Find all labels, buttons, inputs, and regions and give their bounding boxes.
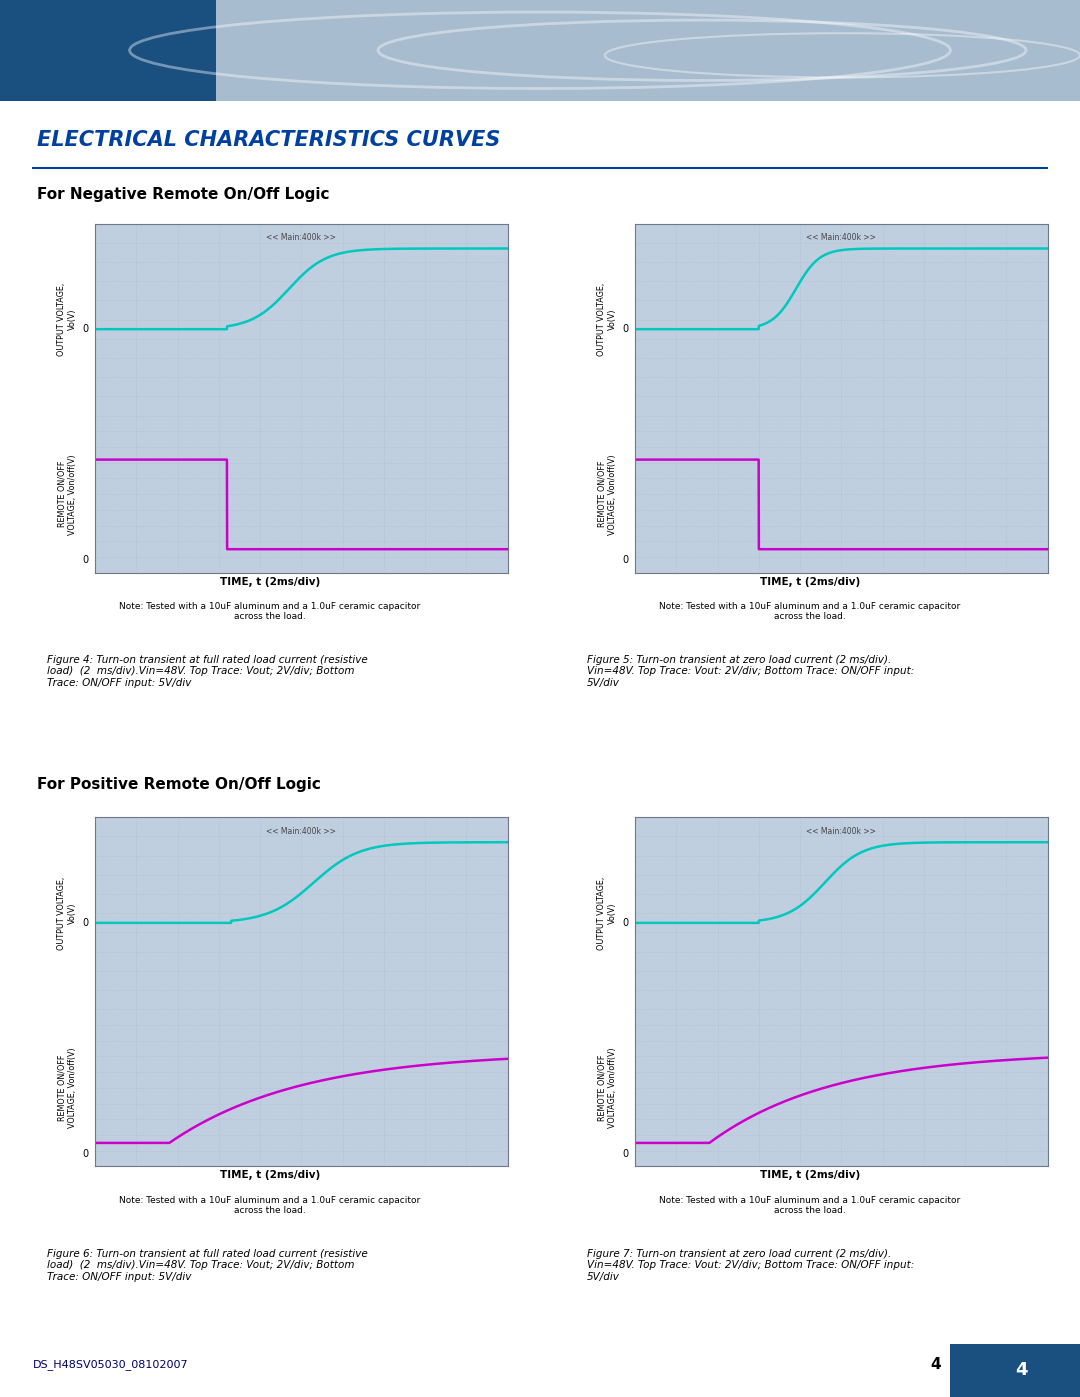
Text: DS_H48SV05030_08102007: DS_H48SV05030_08102007 [32, 1359, 188, 1370]
Text: << Main:400k >>: << Main:400k >> [807, 233, 876, 242]
Text: 4: 4 [931, 1358, 941, 1372]
Text: OUTPUT VOLTAGE,
Vo(V): OUTPUT VOLTAGE, Vo(V) [57, 877, 77, 950]
Text: Note: Tested with a 10uF aluminum and a 1.0uF ceramic capacitor
across the load.: Note: Tested with a 10uF aluminum and a … [120, 1196, 420, 1215]
Text: REMOTE ON/OFF
VOLTAGE, Von/off(V): REMOTE ON/OFF VOLTAGE, Von/off(V) [57, 1048, 77, 1129]
Text: << Main:400k >>: << Main:400k >> [267, 233, 336, 242]
Text: For Positive Remote On/Off Logic: For Positive Remote On/Off Logic [38, 777, 322, 792]
Text: TIME, t (2ms/div): TIME, t (2ms/div) [220, 1171, 320, 1180]
Text: << Main:400k >>: << Main:400k >> [267, 827, 336, 835]
Text: << Main:400k >>: << Main:400k >> [807, 827, 876, 835]
Text: REMOTE ON/OFF
VOLTAGE, Von/off(V): REMOTE ON/OFF VOLTAGE, Von/off(V) [597, 454, 617, 535]
Text: TIME, t (2ms/div): TIME, t (2ms/div) [760, 577, 860, 587]
Text: Figure 4: Turn-on transient at full rated load current (resistive
load)  (2  ms/: Figure 4: Turn-on transient at full rate… [46, 655, 367, 689]
Text: 0: 0 [623, 918, 629, 928]
Text: TIME, t (2ms/div): TIME, t (2ms/div) [220, 577, 320, 587]
Text: For Negative Remote On/Off Logic: For Negative Remote On/Off Logic [38, 187, 330, 203]
Text: 0: 0 [623, 555, 629, 566]
Text: Note: Tested with a 10uF aluminum and a 1.0uF ceramic capacitor
across the load.: Note: Tested with a 10uF aluminum and a … [660, 602, 960, 622]
Text: 0: 0 [83, 324, 89, 334]
Text: REMOTE ON/OFF
VOLTAGE, Von/off(V): REMOTE ON/OFF VOLTAGE, Von/off(V) [597, 1048, 617, 1129]
Text: 0: 0 [623, 1148, 629, 1160]
Text: TIME, t (2ms/div): TIME, t (2ms/div) [760, 1171, 860, 1180]
FancyBboxPatch shape [950, 1344, 1080, 1397]
Text: OUTPUT VOLTAGE,
Vo(V): OUTPUT VOLTAGE, Vo(V) [57, 284, 77, 356]
Text: ELECTRICAL CHARACTERISTICS CURVES: ELECTRICAL CHARACTERISTICS CURVES [38, 130, 501, 149]
Text: 0: 0 [83, 555, 89, 566]
Text: Figure 7: Turn-on transient at zero load current (2 ms/div).
Vin=48V. Top Trace:: Figure 7: Turn-on transient at zero load… [586, 1249, 914, 1282]
FancyBboxPatch shape [0, 0, 216, 101]
Text: 0: 0 [83, 1148, 89, 1160]
Text: Note: Tested with a 10uF aluminum and a 1.0uF ceramic capacitor
across the load.: Note: Tested with a 10uF aluminum and a … [660, 1196, 960, 1215]
Text: Figure 6: Turn-on transient at full rated load current (resistive
load)  (2  ms/: Figure 6: Turn-on transient at full rate… [46, 1249, 367, 1282]
Text: OUTPUT VOLTAGE,
Vo(V): OUTPUT VOLTAGE, Vo(V) [597, 877, 617, 950]
Text: 0: 0 [83, 918, 89, 928]
Text: 4: 4 [1015, 1362, 1028, 1379]
Text: REMOTE ON/OFF
VOLTAGE, Von/off(V): REMOTE ON/OFF VOLTAGE, Von/off(V) [57, 454, 77, 535]
FancyBboxPatch shape [216, 0, 1080, 101]
Text: 0: 0 [623, 324, 629, 334]
Text: Note: Tested with a 10uF aluminum and a 1.0uF ceramic capacitor
across the load.: Note: Tested with a 10uF aluminum and a … [120, 602, 420, 622]
Text: OUTPUT VOLTAGE,
Vo(V): OUTPUT VOLTAGE, Vo(V) [597, 284, 617, 356]
Text: Figure 5: Turn-on transient at zero load current (2 ms/div).
Vin=48V. Top Trace:: Figure 5: Turn-on transient at zero load… [586, 655, 914, 689]
